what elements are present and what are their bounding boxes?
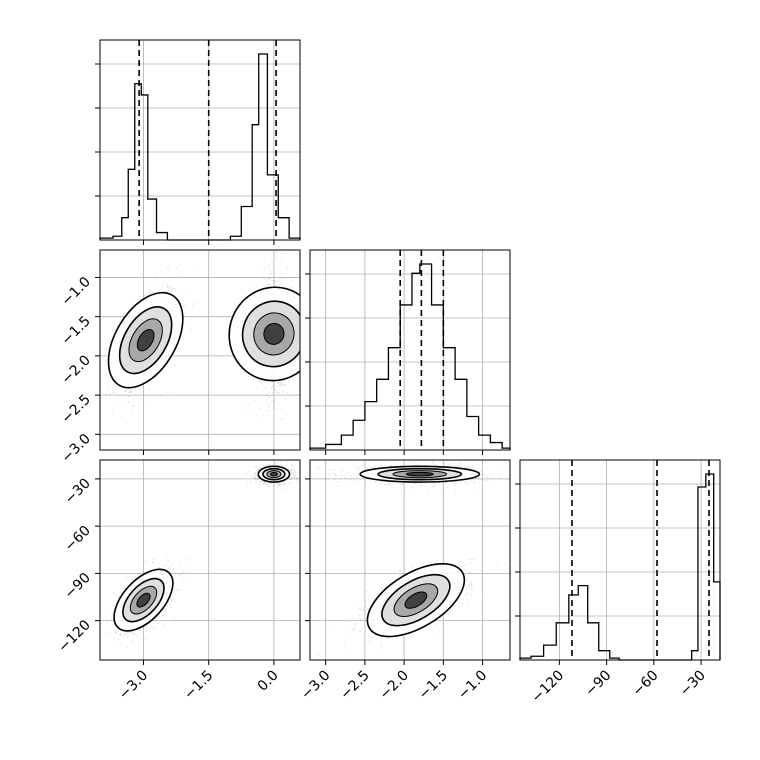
histogram-step-2 — [519, 473, 721, 661]
panel-frame — [99, 39, 301, 241]
histogram-panel-0 — [95, 39, 301, 245]
x-tick-label: −30 — [677, 668, 709, 700]
y-tick-label: −2.0 — [58, 352, 93, 387]
y-tick-label: −30 — [62, 475, 94, 507]
y-tick-label: −1.0 — [58, 274, 93, 309]
density-contour — [269, 471, 278, 477]
density-panel-1-2 — [305, 459, 511, 665]
density-contour — [263, 322, 285, 345]
x-tick-label: −120 — [529, 668, 568, 707]
histogram-step-0 — [99, 53, 301, 241]
y-tick-label: −1.5 — [58, 313, 93, 348]
density-contour — [136, 592, 151, 608]
density-contour — [405, 471, 434, 477]
density-contour — [136, 329, 155, 352]
x-tick-label: 0.0 — [255, 668, 282, 695]
density-panel-0-2 — [95, 459, 301, 665]
x-tick-label: −1.0 — [455, 668, 490, 703]
panel-frame — [309, 459, 511, 661]
x-tick-label: −3.0 — [116, 668, 151, 703]
x-tick-label: −90 — [582, 668, 614, 700]
histogram-panel-1 — [305, 249, 511, 455]
density-panel-0-1 — [95, 249, 301, 455]
panel-frame — [99, 249, 301, 451]
panel-frame — [99, 459, 301, 661]
x-tick-label: −2.0 — [377, 668, 412, 703]
panel-frame — [519, 459, 721, 661]
y-tick-label: −3.0 — [58, 431, 93, 466]
density-contour — [404, 591, 428, 609]
x-tick-label: −1.5 — [181, 668, 216, 703]
histogram-step-1 — [309, 263, 511, 450]
x-tick-label: −3.0 — [298, 668, 333, 703]
y-tick-label: −120 — [55, 617, 94, 656]
y-tick-label: −60 — [62, 523, 94, 555]
x-tick-label: −2.5 — [337, 668, 372, 703]
y-tick-label: −90 — [62, 570, 94, 602]
histogram-panel-2 — [515, 459, 721, 665]
panel-frame — [309, 249, 511, 451]
x-tick-label: −1.5 — [416, 668, 451, 703]
y-tick-label: −2.5 — [58, 392, 93, 427]
x-tick-label: −60 — [629, 668, 661, 700]
